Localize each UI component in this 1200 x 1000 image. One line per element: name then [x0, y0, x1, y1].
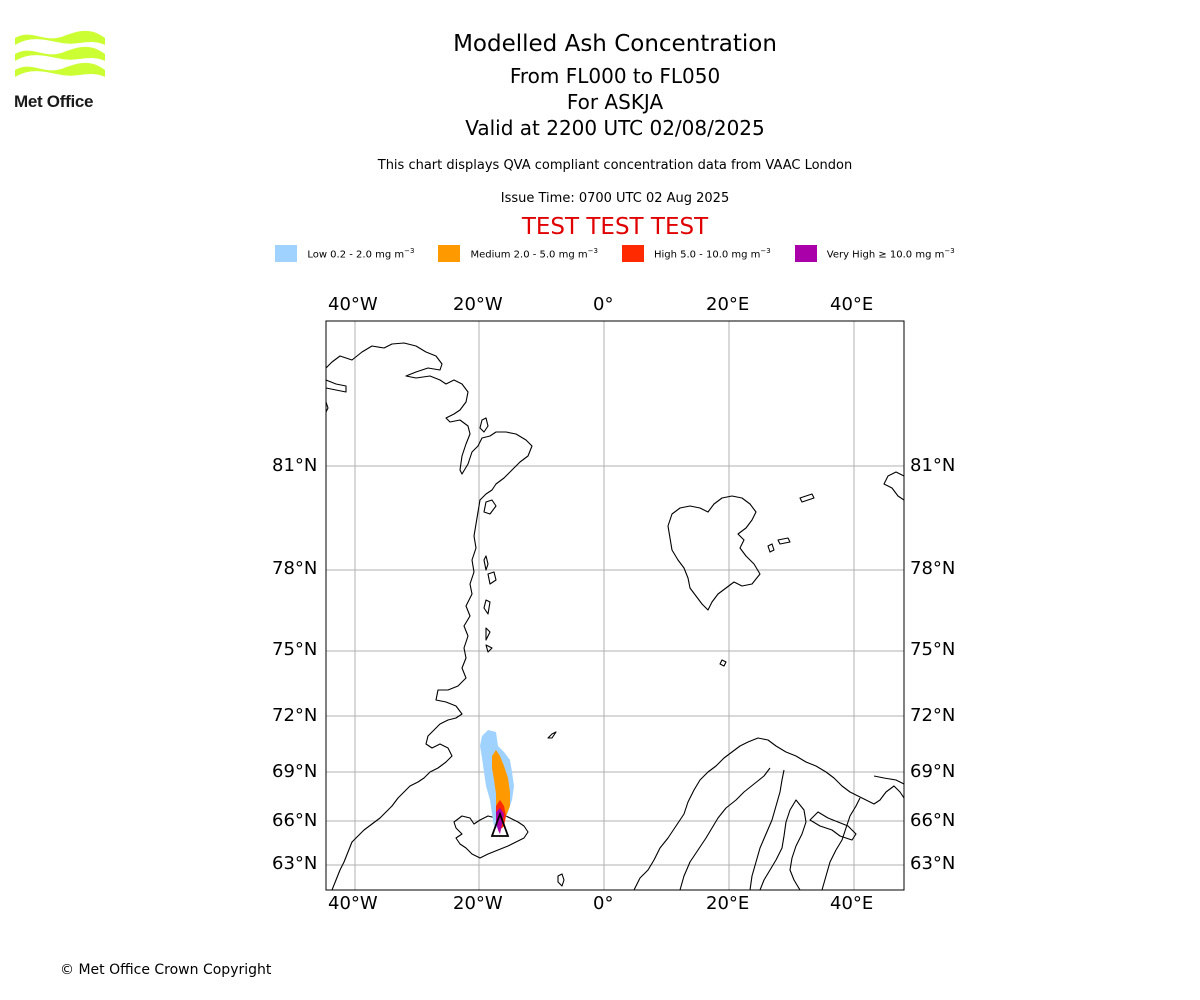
legend-swatch-medium — [438, 245, 461, 262]
svalbard-island-2 — [777, 537, 791, 545]
legend-item-very-high: Very High ≥ 10.0 mg m−3 — [794, 245, 955, 262]
greenland-coast — [326, 342, 533, 890]
greenland-fjord-1 — [479, 417, 489, 433]
greenland-island-4 — [483, 599, 491, 615]
legend-item-low: Low 0.2 - 2.0 mg m−3 — [275, 245, 414, 262]
title-line-4: Valid at 2200 UTC 02/08/2025 — [465, 116, 765, 140]
subtitle: This chart displays QVA compliant concen… — [377, 158, 853, 173]
issue-time: Issue Time: 0700 UTC 02 Aug 2025 — [500, 191, 730, 206]
ash-plume — [480, 730, 514, 834]
volcano-triangle-icon — [490, 811, 510, 837]
legend: Low 0.2 - 2.0 mg m−3 Medium 2.0 - 5.0 mg… — [0, 245, 1200, 262]
lon-tick-bottom-0: 0° — [593, 893, 614, 914]
title-line-1: Modelled Ash Concentration — [453, 31, 777, 57]
legend-swatch-very-high — [794, 245, 817, 262]
graticule — [326, 321, 904, 890]
lat-tick-right-78n: 78°N — [910, 558, 956, 579]
lat-tick-left-66n: 66°N — [272, 810, 318, 831]
legend-swatch-low — [275, 245, 298, 262]
logo-text: Met Office — [14, 92, 94, 111]
map-frame — [325, 320, 905, 891]
ash-plume-very-high — [496, 808, 504, 834]
legend-swatch-high — [621, 245, 644, 262]
coastlines — [326, 342, 904, 890]
legend-label-medium: Medium 2.0 - 5.0 mg m−3 — [470, 246, 598, 261]
lon-tick-bottom-20w: 20°W — [453, 893, 503, 914]
jan-mayen — [547, 731, 557, 739]
title-line-3: For ASKJA — [566, 90, 664, 114]
legend-label-very-high: Very High ≥ 10.0 mg m−3 — [826, 246, 955, 261]
lat-tick-right-72n: 72°N — [910, 705, 956, 726]
lat-tick-left-72n: 72°N — [272, 705, 318, 726]
finland-russia-border — [821, 797, 861, 890]
lat-tick-left-69n: 69°N — [272, 761, 318, 782]
lat-tick-left-75n: 75°N — [272, 639, 318, 660]
lon-tick-top-40e: 40°E — [830, 294, 874, 315]
norway-interior-border — [679, 767, 771, 890]
franz-josef-land — [883, 471, 904, 501]
title-line-2: From FL000 to FL050 — [509, 64, 721, 88]
legend-item-medium: Medium 2.0 - 5.0 mg m−3 — [438, 245, 598, 262]
lon-tick-bottom-20e: 20°E — [706, 893, 750, 914]
lat-tick-right-63n: 63°N — [910, 853, 956, 874]
greenland-island-3 — [487, 571, 497, 585]
lat-tick-right-66n: 66°N — [910, 810, 956, 831]
scandinavia-coast — [633, 737, 904, 890]
sweden-finland-border — [749, 769, 785, 890]
lon-tick-top-20e: 20°E — [706, 294, 750, 315]
legend-item-high: High 5.0 - 10.0 mg m−3 — [621, 245, 771, 262]
lat-tick-right-75n: 75°N — [910, 639, 956, 660]
bear-island — [719, 659, 727, 667]
kola-coast — [873, 775, 904, 785]
copyright: © Met Office Crown Copyright — [60, 962, 272, 978]
test-message: TEST TEST TEST — [521, 214, 709, 240]
lat-tick-right-81n: 81°N — [910, 455, 956, 476]
svalbard-island-1 — [767, 543, 775, 553]
lat-tick-left-81n: 81°N — [272, 455, 318, 476]
lon-tick-top-40w: 40°W — [328, 294, 378, 315]
ash-plume-medium — [492, 750, 510, 822]
lat-tick-right-69n: 69°N — [910, 761, 956, 782]
legend-label-high: High 5.0 - 10.0 mg m−3 — [653, 246, 771, 261]
lon-tick-bottom-40e: 40°E — [830, 893, 874, 914]
met-office-wave-icon — [15, 30, 105, 77]
lat-tick-left-78n: 78°N — [272, 558, 318, 579]
lon-tick-bottom-40w: 40°W — [328, 893, 378, 914]
legend-label-low: Low 0.2 - 2.0 mg m−3 — [307, 246, 415, 261]
greenland-island-6 — [485, 644, 493, 653]
white-sea — [809, 811, 857, 841]
faroe-islands — [557, 873, 565, 887]
lon-tick-top-20w: 20°W — [453, 294, 503, 315]
met-office-logo: Met Office — [14, 30, 109, 112]
greenland-northwest-coast — [326, 379, 347, 393]
greenland-island-2 — [483, 555, 489, 571]
lat-tick-left-63n: 63°N — [272, 853, 318, 874]
svalbard-island-3 — [799, 493, 815, 503]
gulf-of-bothnia — [759, 799, 807, 890]
lon-tick-top-0: 0° — [593, 294, 614, 315]
iceland-coast — [453, 813, 529, 859]
greenland-west-edge — [326, 401, 329, 413]
greenland-island-1 — [483, 499, 497, 515]
greenland-island-5 — [485, 627, 491, 641]
svalbard-main — [667, 495, 761, 611]
